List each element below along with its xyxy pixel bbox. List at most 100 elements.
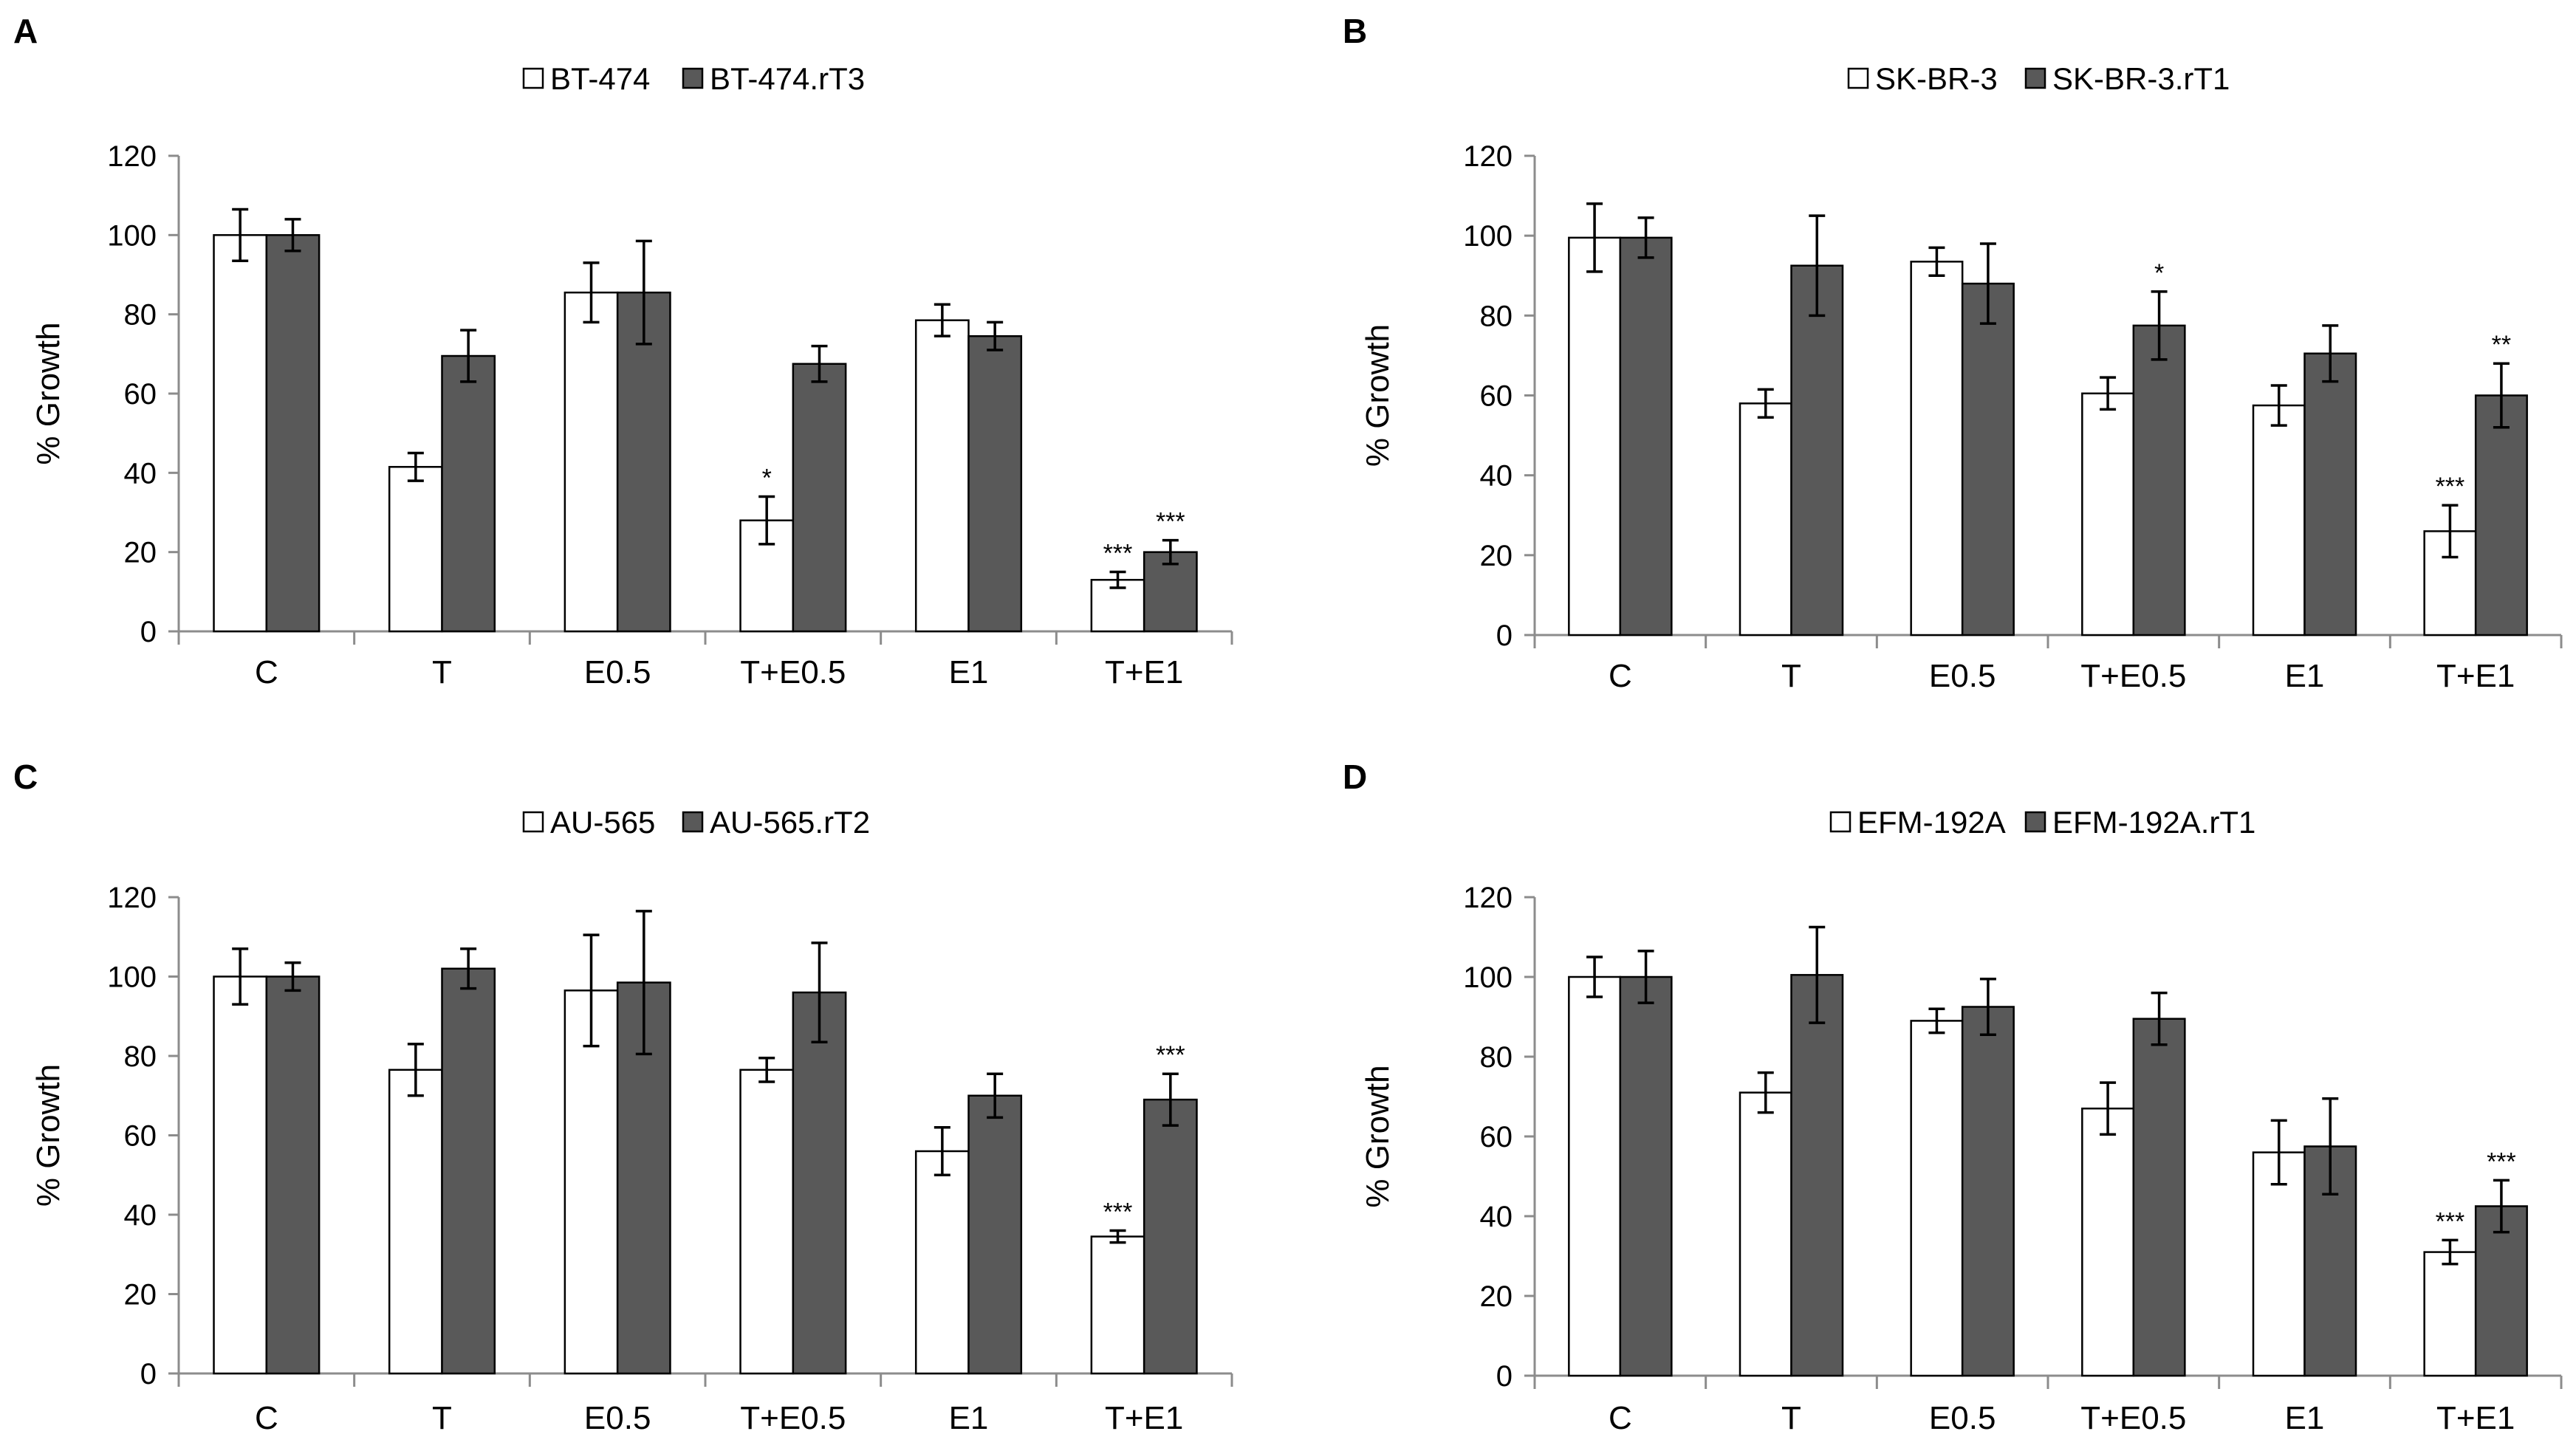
y-tick-label: 100 <box>107 219 157 252</box>
y-tick-label: 80 <box>124 1040 157 1073</box>
x-category-label: E1 <box>949 1400 989 1436</box>
y-axis-label: % Growth <box>30 322 66 464</box>
legend-swatch-au-565 <box>522 811 544 833</box>
y-tick-label: 80 <box>1480 1041 1513 1074</box>
bar-efm-192a-t <box>1739 1091 1792 1377</box>
y-axis-label: % Growth <box>1360 324 1396 467</box>
significance-marker: *** <box>1103 540 1133 568</box>
legend-swatch-efm-192a-rt1 <box>2024 811 2046 833</box>
x-category-label: E0.5 <box>1929 1400 1996 1436</box>
bar-au-565-e1 <box>914 1150 970 1375</box>
legend-label-bt-474: BT-474 <box>550 61 650 96</box>
x-category-label: C <box>255 1400 278 1436</box>
x-category-label: T+E0.5 <box>740 1400 846 1436</box>
bar-sk-br-3-c <box>1568 236 1622 637</box>
bar-au-565-e0-5 <box>564 989 619 1375</box>
bar-sk-br-3-rt1-e1 <box>2303 352 2357 637</box>
significance-marker: ** <box>2492 331 2511 359</box>
bar-efm-192a-rt1-t <box>1790 974 1844 1377</box>
bar-efm-192a-rt1-c <box>1619 975 1673 1377</box>
significance-marker: *** <box>1156 1041 1185 1069</box>
legend-swatch-sk-br-3-rt1 <box>2024 67 2046 89</box>
panel-letter: D <box>1343 758 1367 796</box>
legend-label-au-565-rt2: AU-565.rT2 <box>710 805 870 840</box>
bar-efm-192a-e0-5 <box>1910 1020 1964 1377</box>
y-tick-label: 40 <box>124 457 157 490</box>
bar-sk-br-3-rt1-c <box>1619 236 1673 637</box>
panel-letter: B <box>1343 12 1367 50</box>
x-category-label: E1 <box>949 654 989 690</box>
y-tick-label: 20 <box>124 537 157 569</box>
y-tick-label: 40 <box>1480 1201 1513 1233</box>
x-category-label: T+E1 <box>1105 1400 1183 1436</box>
y-tick-label: 0 <box>140 616 157 648</box>
bar-sk-br-3-rt1-t <box>1790 264 1844 637</box>
x-category-label: E0.5 <box>1929 658 1996 694</box>
y-tick-label: 60 <box>124 1120 157 1153</box>
y-tick-label: 0 <box>1496 1360 1513 1393</box>
bar-au-565-rt2-t <box>441 967 496 1375</box>
y-tick-label: 60 <box>1480 1121 1513 1153</box>
y-tick-label: 100 <box>1463 220 1513 253</box>
bar-sk-br-3-rt1-t-e0-5 <box>2132 324 2186 637</box>
significance-marker: *** <box>1103 1198 1133 1227</box>
bar-au-565-t-e1 <box>1090 1235 1145 1375</box>
y-axis-label: % Growth <box>1360 1065 1396 1207</box>
significance-marker: *** <box>1156 508 1185 536</box>
bar-sk-br-3-e1 <box>2252 404 2306 637</box>
y-tick-label: 120 <box>107 140 157 173</box>
legend: EFM-192A EFM-192A.rT1 <box>1829 805 2255 840</box>
y-tick-label: 0 <box>1496 620 1513 652</box>
significance-marker: *** <box>2487 1148 2516 1176</box>
legend-swatch-efm-192a <box>1829 811 1852 833</box>
y-tick-label: 0 <box>140 1358 157 1390</box>
x-category-label: E1 <box>2285 658 2325 694</box>
x-category-label: T <box>432 654 452 690</box>
bar-bt-474-c <box>213 234 268 633</box>
bar-au-565-c <box>213 975 268 1375</box>
bar-bt-474-rt3-c <box>265 234 321 633</box>
legend: SK-BR-3 SK-BR-3.rT1 <box>1847 61 2230 96</box>
y-axis-label: % Growth <box>30 1064 66 1207</box>
legend-label-sk-br-3-rt1: SK-BR-3.rT1 <box>2052 61 2230 96</box>
bar-sk-br-3-t-e0-5 <box>2081 392 2135 637</box>
legend-label-efm-192a-rt1: EFM-192A.rT1 <box>2052 805 2255 840</box>
x-category-label: T <box>1781 658 1801 694</box>
bar-sk-br-3-rt1-t-e1 <box>2474 394 2528 637</box>
bar-au-565-t <box>388 1068 443 1375</box>
panel-d: D EFM-192A EFM-192A.rT1 % Growth 0 20 40 60 80 10… <box>1343 758 2563 1436</box>
x-category-label: T+E1 <box>2436 1400 2515 1436</box>
bar-au-565-t-e0-5 <box>739 1068 795 1375</box>
x-category-label: E0.5 <box>584 654 651 690</box>
y-tick-label: 80 <box>124 299 157 332</box>
bar-efm-192a-c <box>1568 975 1622 1377</box>
y-tick-label: 120 <box>1463 140 1513 173</box>
y-tick-label: 80 <box>1480 300 1513 332</box>
y-tick-label: 60 <box>124 378 157 411</box>
bar-bt-474-rt3-t-e1 <box>1143 551 1198 633</box>
significance-marker: * <box>762 464 772 493</box>
x-category-label: T+E0.5 <box>740 654 846 690</box>
x-category-label: T <box>1781 1400 1801 1436</box>
bar-sk-br-3-rt1-e0-5 <box>1961 282 2015 637</box>
bar-bt-474-rt3-t <box>441 354 496 633</box>
legend: BT-474 BT-474.rT3 <box>522 61 865 96</box>
x-category-label: T+E0.5 <box>2080 1400 2186 1436</box>
y-tick-label: 100 <box>107 961 157 994</box>
bar-efm-192a-t-e0-5 <box>2081 1107 2135 1377</box>
x-category-label: C <box>255 654 278 690</box>
bar-bt-474-rt3-t-e0-5 <box>792 363 847 633</box>
legend: AU-565 AU-565.rT2 <box>522 805 870 840</box>
significance-marker: *** <box>2436 1207 2465 1235</box>
panel-c: C AU-565 AU-565.rT2 % Growth 0 20 40 60 80 100 120… <box>13 758 1233 1436</box>
x-category-label: T+E1 <box>2436 658 2515 694</box>
y-tick-label: 60 <box>1480 380 1513 413</box>
legend-swatch-bt-474-rt3 <box>682 67 704 89</box>
bar-efm-192a-rt1-e0-5 <box>1961 1006 2015 1377</box>
legend-swatch-au-565-rt2 <box>682 811 704 833</box>
bar-bt-474-e0-5 <box>564 291 619 633</box>
bar-au-565-rt2-e1 <box>967 1094 1023 1375</box>
panel-a: A BT-474 BT-474.rT3 % Growth 0 20 40 60 80 100 120… <box>13 12 1233 690</box>
y-tick-label: 120 <box>1463 882 1513 914</box>
legend-label-sk-br-3: SK-BR-3 <box>1875 61 1998 96</box>
